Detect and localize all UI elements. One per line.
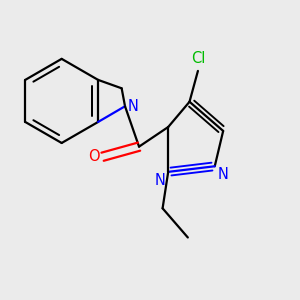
Text: N: N (218, 167, 228, 182)
Text: Cl: Cl (191, 51, 205, 66)
Text: O: O (88, 149, 100, 164)
Text: N: N (154, 173, 165, 188)
Text: N: N (127, 99, 138, 114)
